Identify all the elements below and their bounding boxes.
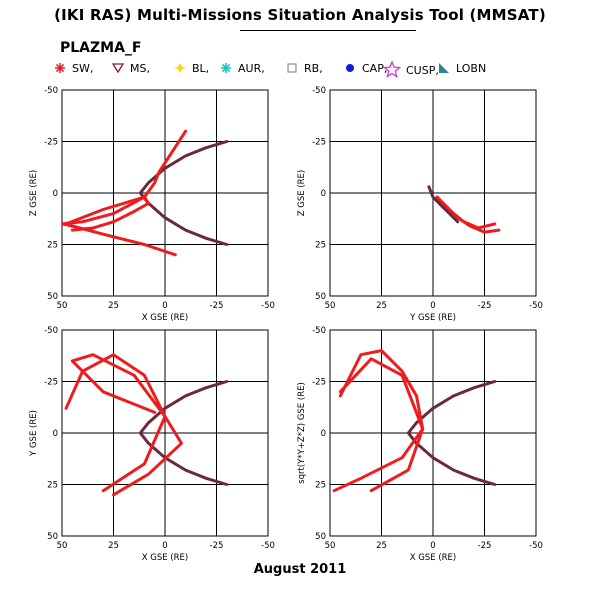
x-tick-label: -50 (529, 541, 543, 551)
y-tick-label: 0 (53, 429, 58, 439)
y-tick-label: 0 (321, 429, 326, 439)
x-tick-label: 0 (430, 301, 435, 311)
panel-4: 50 25 0 -25 -50 -50 -25 0 25 50 X GSE (RE) sqrt(Y*Y… (297, 326, 543, 563)
series-line-sw (64, 353, 167, 493)
x-tick-label: 50 (57, 541, 68, 551)
x-tick-label: 0 (162, 301, 167, 311)
x-axis-label: Y GSE (RE) (409, 313, 456, 323)
x-tick-label: 25 (108, 301, 119, 311)
y-tick-label: -25 (312, 378, 326, 388)
y-tick-label: -25 (44, 138, 58, 148)
x-axis-label: X GSE (RE) (142, 313, 189, 323)
y-tick-label: -25 (44, 378, 58, 388)
legend-label: LOBN (456, 61, 487, 75)
series-line-sw (64, 195, 150, 232)
series-line-sw (435, 195, 497, 230)
legend-item-sw: SW, (52, 60, 93, 76)
x-tick-label: 0 (430, 541, 435, 551)
series-line-ms (406, 380, 497, 486)
y-tick-label: 0 (321, 189, 326, 199)
x-tick-label: 0 (162, 541, 167, 551)
y-axis-label: Z GSE (RE) (297, 170, 307, 217)
y-tick-label: 50 (47, 292, 58, 302)
legend-label: CUSP, (406, 63, 439, 77)
series-line-sw (70, 353, 183, 497)
x-tick-label: -25 (210, 301, 224, 311)
chart-title: (IKI RAS) Multi-Missions Situation Analy… (54, 6, 546, 24)
y-tick-label: 25 (47, 241, 58, 251)
legend-item-bl: BL, (172, 60, 209, 76)
y-tick-label: -50 (44, 326, 58, 336)
filled-circle-icon (346, 64, 354, 72)
x-axis-label: X GSE (RE) (410, 553, 457, 563)
panel-2: 50 25 0 -25 -50 -50 -25 0 25 50 Y GSE (RE) Z GSE (R… (297, 86, 543, 323)
x-tick-label: 50 (57, 301, 68, 311)
footer-date: August 2011 (253, 562, 347, 577)
x-tick-label: 25 (376, 301, 387, 311)
x-tick-label: -50 (261, 301, 275, 311)
legend-label: MS, (130, 61, 150, 75)
panel-1: 50 25 0 -25 -50 -50 -25 0 25 50 X GSE (RE) Z GSE (R… (29, 86, 275, 323)
legend: SW, MS, BL, AUR, RB, CAP, CUSP, LOBN (52, 60, 592, 80)
y-tick-label: 25 (315, 481, 326, 491)
y-tick-label: 50 (315, 532, 326, 542)
y-tick-label: -50 (312, 86, 326, 96)
series-line-sw (435, 195, 501, 234)
legend-item-cap: CAP, (342, 60, 387, 76)
legend-label: CAP, (362, 61, 388, 75)
series-line-ms (427, 185, 460, 224)
x-tick-label: 25 (108, 541, 119, 551)
legend-item-rb: RB, (284, 60, 323, 76)
x-tick-label: -25 (478, 541, 492, 551)
series-line-sw (62, 129, 188, 257)
y-tick-label: 0 (53, 189, 58, 199)
panel-3: 50 25 0 -25 -50 -50 -25 0 25 50 X GSE (RE) Y GSE (R… (29, 326, 275, 563)
y-axis-label: sqrt(Y*Y+Z*Z) GSE (RE) (297, 382, 307, 484)
legend-item-lobn: LOBN (436, 60, 486, 76)
mission-label: PLAZMA_F (60, 40, 142, 56)
x-tick-label: -50 (529, 301, 543, 311)
big-star-icon (382, 60, 402, 78)
legend-item-aur: AUR, (218, 60, 265, 76)
x-tick-label: 50 (325, 541, 336, 551)
star-icon (55, 63, 65, 73)
wedge-icon (439, 63, 449, 73)
legend-label: BL, (192, 61, 210, 75)
series-line-ms (138, 140, 229, 246)
y-tick-label: 50 (315, 292, 326, 302)
x-tick-label: -25 (478, 301, 492, 311)
series-line-ms (138, 380, 229, 486)
x-tick-label: -50 (261, 541, 275, 551)
legend-item-ms: MS, (110, 60, 150, 76)
asterisk-icon (221, 63, 231, 73)
y-tick-label: -50 (312, 326, 326, 336)
legend-item-cusp: CUSP, (382, 60, 439, 80)
x-axis-label: X GSE (RE) (142, 553, 189, 563)
legend-label: SW, (72, 61, 94, 75)
x-tick-label: 50 (325, 301, 336, 311)
diamond-star-icon (174, 63, 186, 73)
y-tick-label: 25 (47, 481, 58, 491)
y-tick-label: 25 (315, 241, 326, 251)
legend-label: AUR, (238, 61, 265, 75)
legend-label: RB, (304, 61, 323, 75)
x-tick-label: -25 (210, 541, 224, 551)
y-axis-label: Y GSE (RE) (29, 410, 39, 457)
y-tick-label: 50 (47, 532, 58, 542)
triangle-down-icon (111, 63, 125, 74)
series-line-sw (332, 349, 425, 493)
square-icon (287, 63, 297, 73)
y-axis-label: Z GSE (RE) (29, 170, 39, 217)
series-line-sw (338, 357, 425, 493)
y-tick-label: -50 (44, 86, 58, 96)
y-tick-label: -25 (312, 138, 326, 148)
title-underline (240, 30, 416, 31)
x-tick-label: 25 (376, 541, 387, 551)
